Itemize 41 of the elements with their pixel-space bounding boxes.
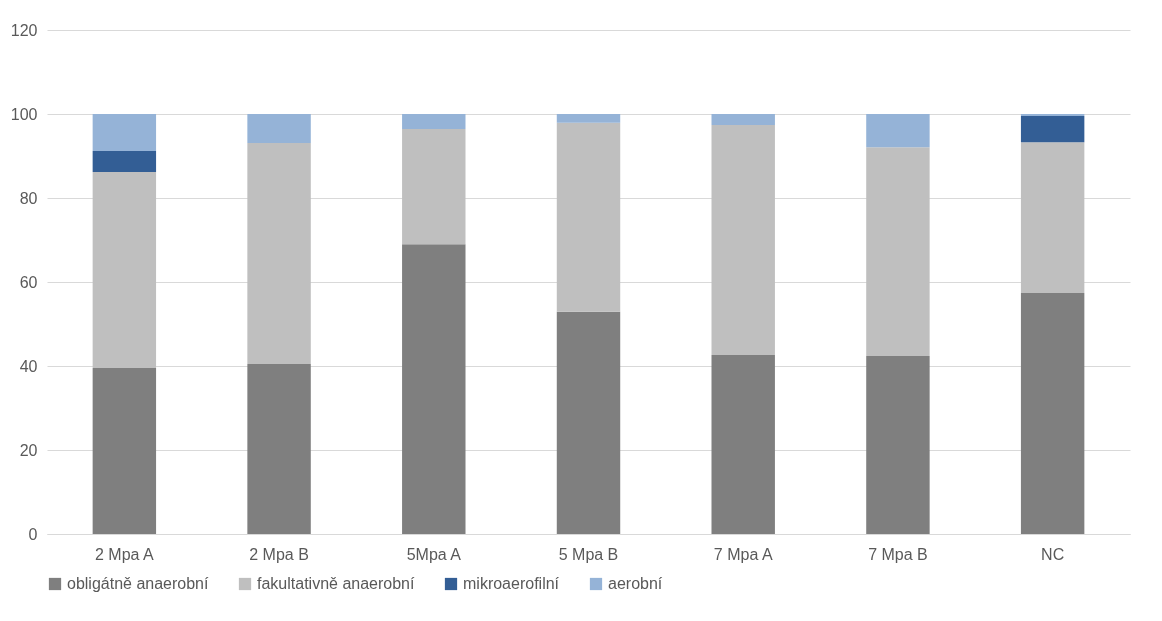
y-tick-label: 80	[19, 189, 38, 207]
bar	[866, 147, 930, 356]
bar	[556, 114, 621, 123]
y-tick-label: 120	[10, 21, 38, 39]
legend-label: aerobní	[608, 575, 663, 592]
bar	[866, 355, 930, 534]
bar	[247, 114, 311, 143]
bar	[1020, 114, 1085, 117]
legend-label: mikroaerofilní	[463, 575, 560, 592]
x-tick-label: 5Mpa A	[406, 545, 462, 563]
x-tick-label: NC	[1041, 545, 1065, 563]
x-tick-label: 5 Mpa B	[558, 545, 619, 563]
x-tick-label: 2 Mpa B	[249, 545, 309, 563]
bar	[1020, 116, 1085, 143]
y-tick-label: 40	[19, 357, 38, 375]
bar	[711, 355, 775, 534]
bar	[402, 129, 466, 245]
bar	[556, 122, 621, 312]
legend-label: fakultativně anaerobní	[257, 575, 415, 592]
bar	[402, 244, 466, 534]
bar	[866, 114, 930, 148]
bar	[92, 114, 157, 151]
x-tick-label: 7 Mpa B	[868, 545, 928, 563]
bar	[92, 150, 157, 172]
x-tick-label: 7 Mpa A	[713, 545, 773, 563]
bar	[556, 311, 621, 534]
bar	[711, 124, 775, 356]
bar	[247, 363, 311, 534]
x-tick-label: 2 Mpa A	[95, 545, 155, 563]
bar	[1020, 142, 1085, 293]
y-tick-label: 100	[10, 105, 38, 123]
bar	[92, 171, 157, 369]
bar	[92, 368, 157, 534]
bar	[1020, 292, 1085, 534]
bar	[247, 142, 311, 364]
y-tick-label: 20	[19, 441, 38, 459]
bar	[402, 114, 466, 130]
legend-label: obligátně anaerobní	[67, 575, 210, 592]
y-tick-label: 60	[19, 273, 38, 291]
bar	[711, 114, 775, 125]
y-tick-label: 0	[28, 525, 38, 543]
